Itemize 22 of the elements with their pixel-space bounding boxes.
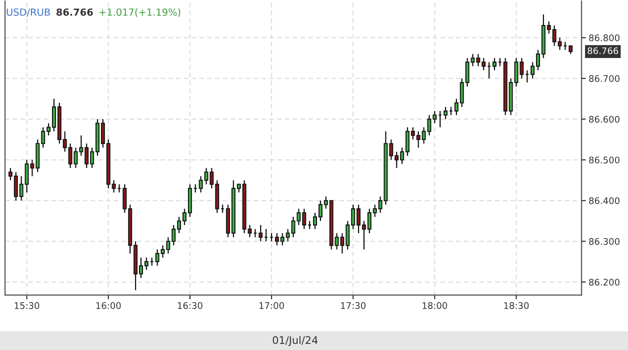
candlestick (492, 58, 496, 71)
text: USD/RUB (6, 8, 50, 17)
y-tick-label: 86.700 (589, 75, 620, 82)
y-tick-label: 86.500 (589, 156, 620, 164)
x-tick-label: 17:00 (260, 302, 284, 309)
candlestick (444, 106, 448, 120)
y-tick-label: 86.800 (589, 34, 620, 42)
x-tick-label: 18:30 (504, 302, 529, 309)
x-axis-title: 01/Jul/24 (272, 336, 318, 346)
annotation: +1.017(+1.19%) (100, 8, 180, 17)
y-tick-label: 86.200 (589, 278, 620, 286)
y-tick-label: 86.600 (589, 116, 620, 123)
text: 86.766 (56, 8, 93, 16)
y-tick-label: 86.400 (589, 197, 620, 204)
x-tick-label: 18:00 (422, 302, 448, 309)
annotation: 86.766 (588, 47, 618, 54)
candlestick (258, 224, 263, 242)
x-tick-label: 15:30 (14, 302, 40, 309)
x-tick-label: 16:00 (96, 302, 121, 309)
x-tick-label: 17:30 (341, 302, 366, 309)
x-tick-label: 16:30 (178, 302, 202, 309)
y-tick-label: 86.300 (589, 238, 620, 245)
